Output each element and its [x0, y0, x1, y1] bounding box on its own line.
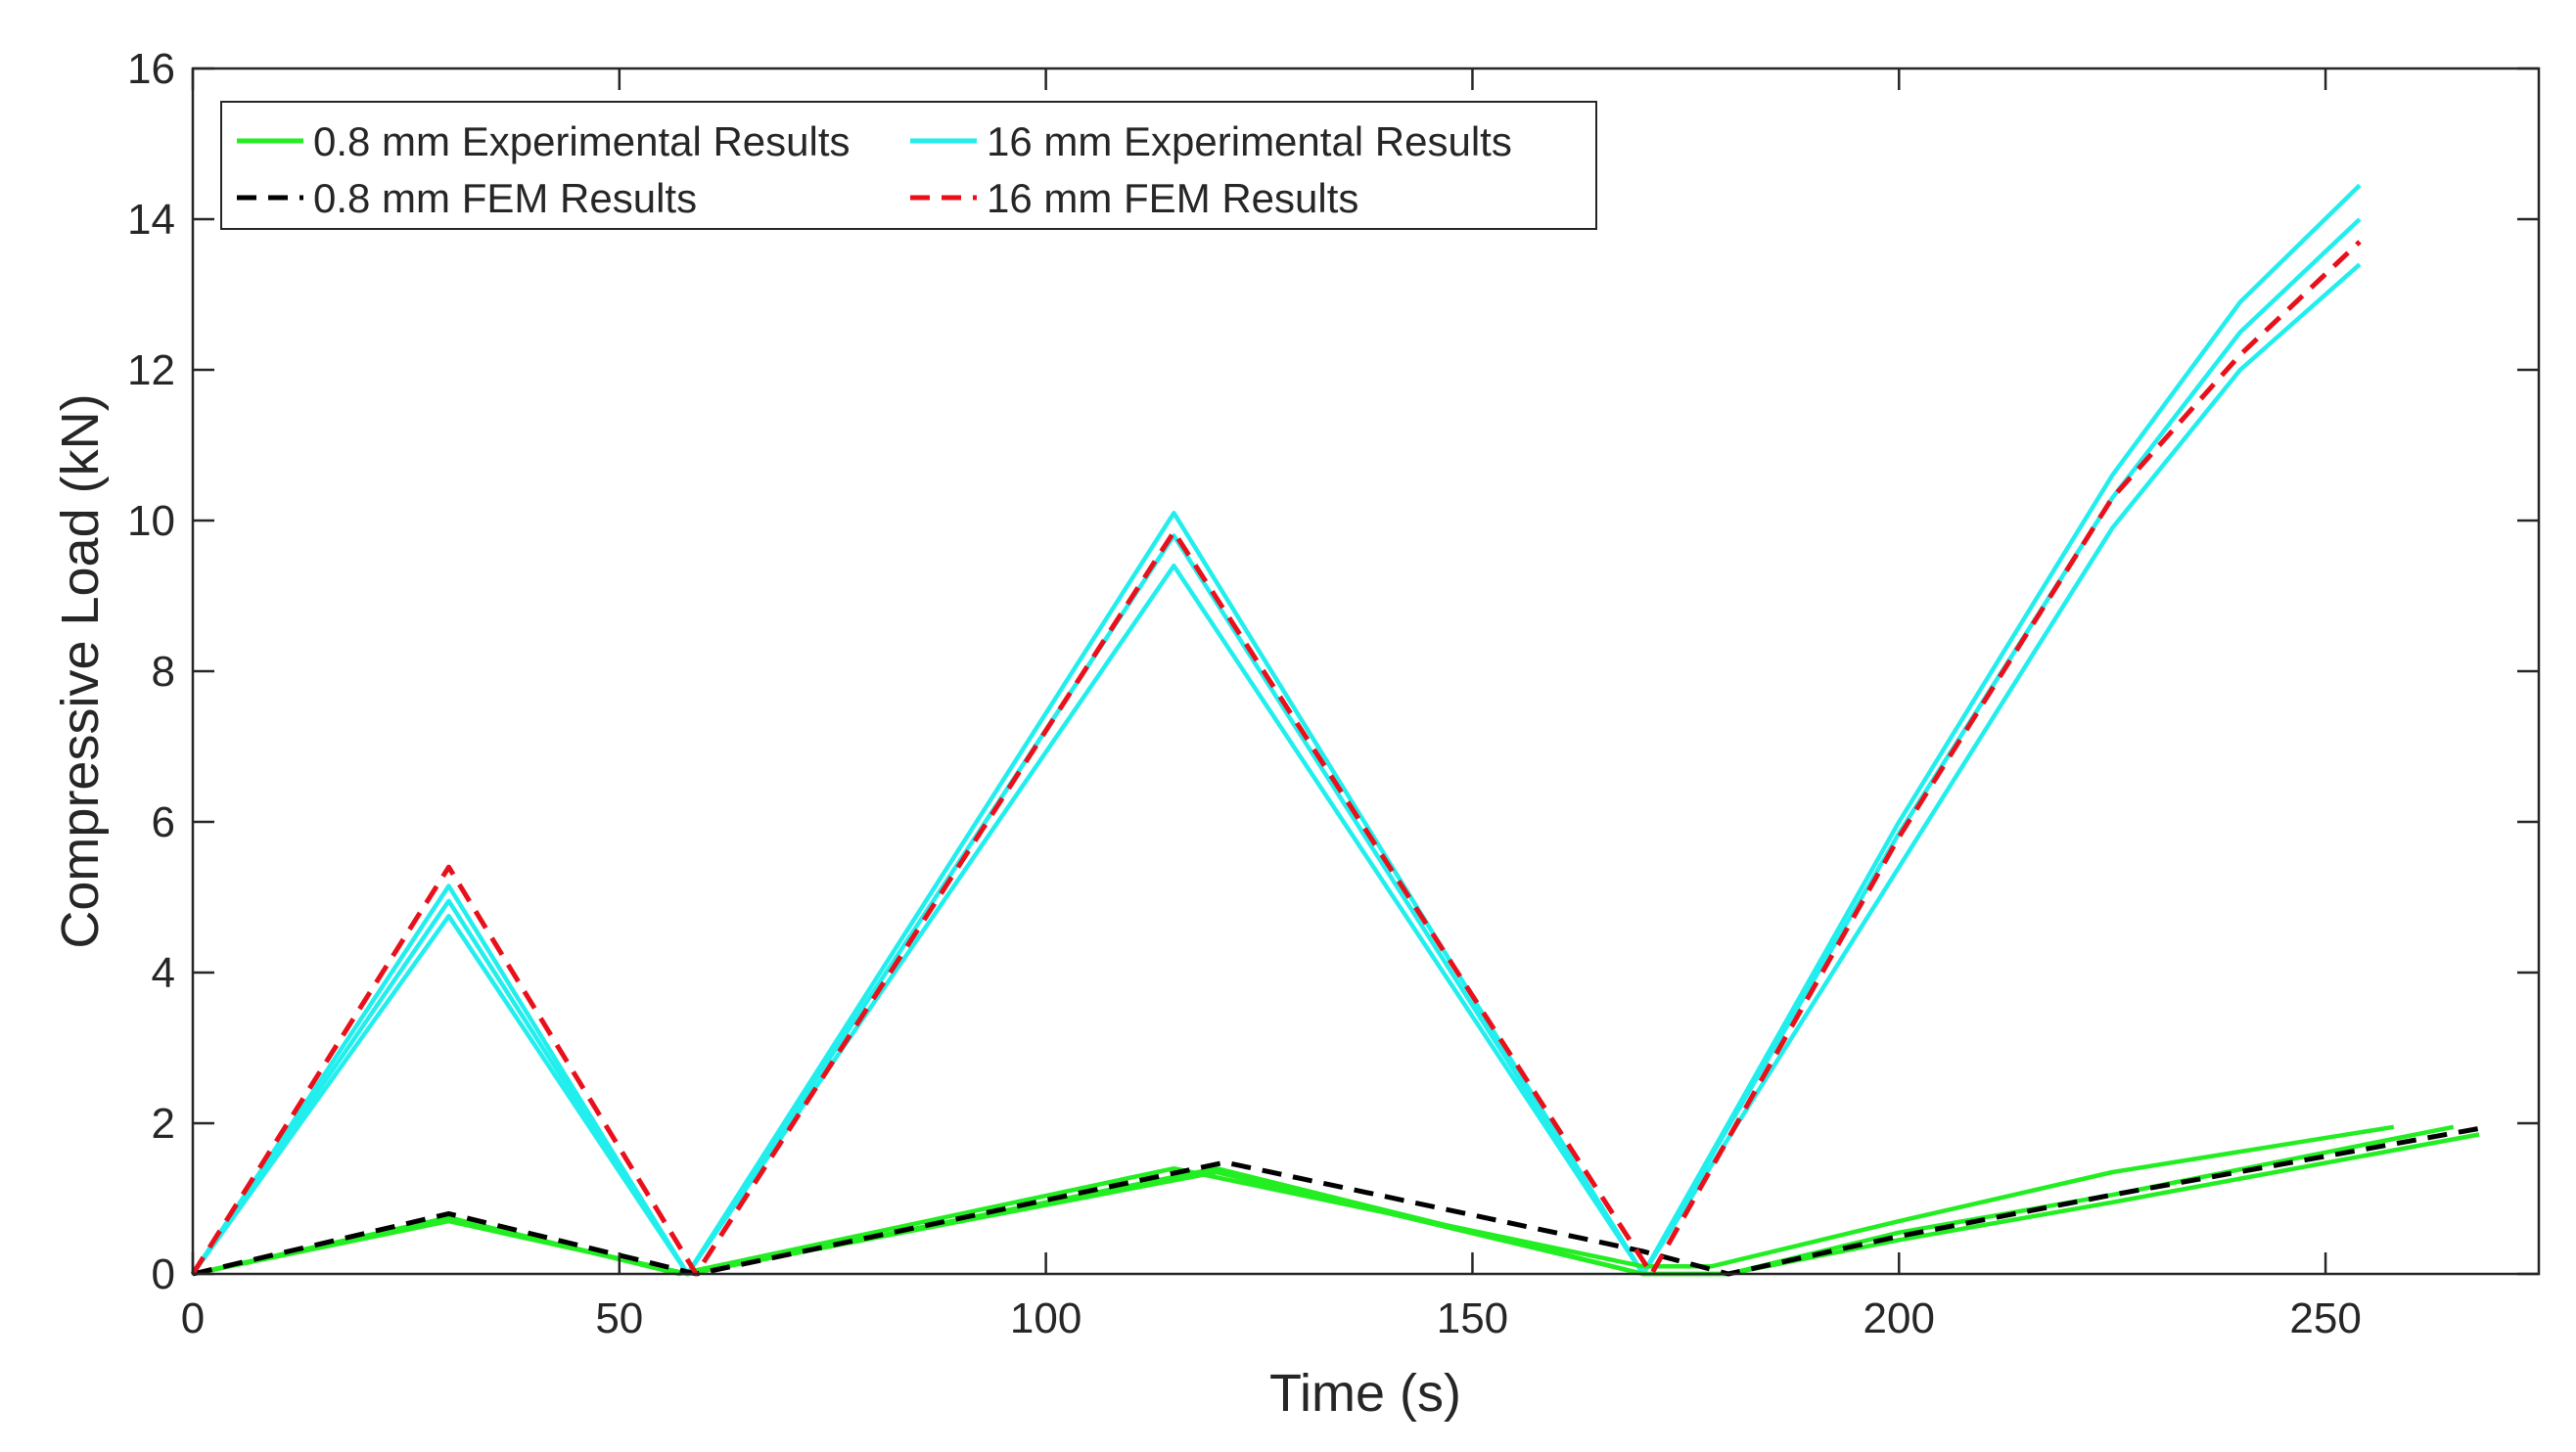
- y-axis-label: Compressive Load (kN): [51, 393, 110, 948]
- tick-layer: 0 50 100 150 200 250 0 2 4 6 8 10 12 14 16: [127, 45, 2539, 1342]
- legend-label-3: 0.8 mm FEM Results: [313, 175, 697, 221]
- x-tick-label: 50: [595, 1294, 643, 1342]
- y-tick-label: 2: [152, 1100, 175, 1148]
- x-tick-label: 100: [1010, 1294, 1081, 1342]
- legend: 0.8 mm Experimental Results 16 mm Experim…: [220, 101, 1597, 230]
- y-tick-label: 8: [152, 648, 175, 696]
- x-axis-label: Time (s): [1269, 1364, 1461, 1423]
- x-tick-label: 200: [1863, 1294, 1935, 1342]
- y-tick-label: 10: [127, 497, 175, 545]
- y-tick-label: 12: [127, 346, 175, 394]
- y-tick-label: 14: [127, 196, 175, 244]
- x-tick-label: 250: [2289, 1294, 2361, 1342]
- series-line-7: [192, 1124, 2489, 1277]
- plot-area: [193, 68, 2539, 1274]
- legend-box: [220, 101, 1597, 230]
- x-tick-label: 0: [181, 1294, 205, 1342]
- y-tick-label: 0: [152, 1250, 175, 1298]
- series-line-8: [190, 240, 2362, 1277]
- legend-label-4: 16 mm FEM Results: [987, 175, 1358, 221]
- legend-label-1: 0.8 mm Experimental Results: [313, 118, 851, 164]
- y-tick-label: 16: [127, 45, 175, 93]
- y-tick-label: 6: [152, 798, 175, 846]
- y-tick-label: 4: [152, 949, 175, 997]
- legend-label-2: 16 mm Experimental Results: [987, 118, 1512, 164]
- x-tick-label: 150: [1437, 1294, 1508, 1342]
